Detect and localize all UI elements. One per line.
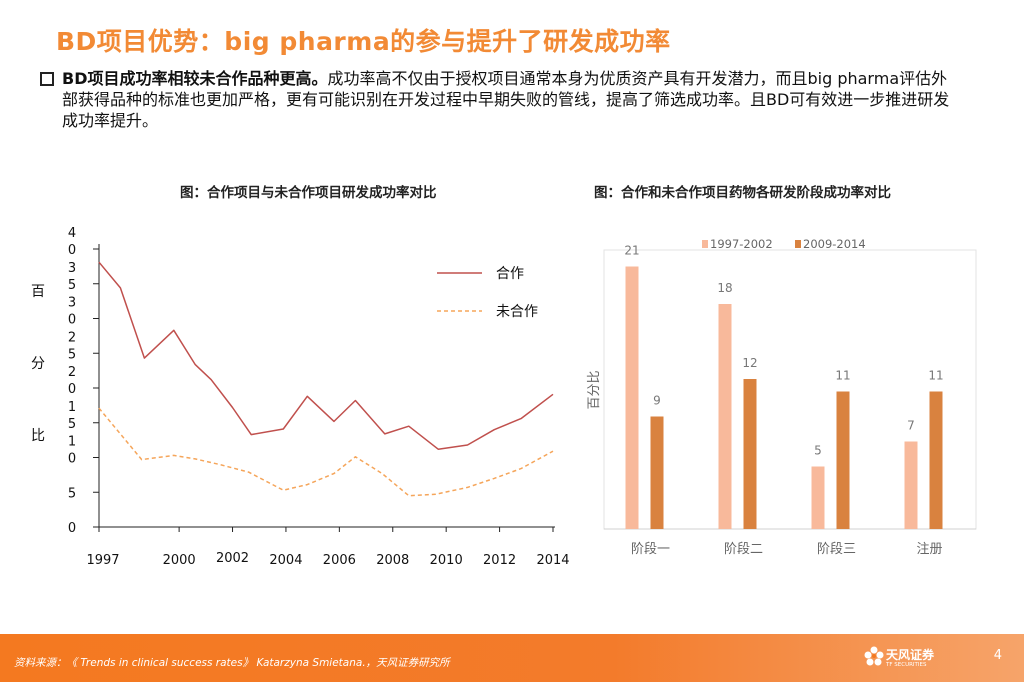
- legend-label: 未合作: [496, 304, 538, 320]
- logo-text: 天风证券: [886, 648, 935, 662]
- footer-bar: 资料来源：《 Trends in clinical success rates》…: [0, 634, 1024, 682]
- y-tick-label: 0: [68, 521, 76, 536]
- y-tick-label: 0: [68, 243, 76, 258]
- y-tick-label: 5: [68, 486, 76, 501]
- x-tick-label: 2002: [216, 551, 249, 566]
- bar-chart-title: 图：合作和未合作项目药物各研发阶段成功率对比: [594, 185, 891, 201]
- bar-value-label: 12: [742, 356, 757, 370]
- bar: [836, 391, 850, 529]
- y-axis-label-char: 百: [31, 284, 45, 300]
- series-line-non-partnered: [98, 407, 554, 497]
- y-tick-label: 4: [68, 226, 76, 241]
- bar: [929, 391, 943, 529]
- square-bullet-icon: [40, 72, 54, 86]
- x-tick-label: 2008: [376, 553, 409, 568]
- bar-value-label: 5: [814, 444, 822, 458]
- category-label: 阶段三: [817, 542, 856, 557]
- y-axis-label: 百分比: [587, 370, 602, 409]
- bar: [743, 379, 757, 529]
- legend-label: 合作: [496, 266, 524, 282]
- category-label: 注册: [916, 542, 942, 557]
- bullet-point: BD项目成功率相较未合作品种更高。成功率高不仅由于授权项目通常本身为优质资产具有…: [40, 68, 960, 131]
- logo-subtext: TF SECURITIES: [886, 662, 927, 668]
- bar-chart: 阶段一 21 9 阶段二 18 12 阶段三 5 11 注册 7 11 1997-2002 2009-20…: [587, 237, 977, 557]
- legend-swatch: [795, 240, 801, 248]
- y-tick-label: 2: [68, 330, 76, 345]
- x-tick-label: 2000: [163, 553, 196, 568]
- x-tick-label: 2006: [323, 553, 356, 568]
- y-tick-label: 5: [68, 347, 76, 362]
- bar-value-label: 9: [653, 394, 661, 408]
- y-tick-label: 0: [68, 313, 76, 328]
- y-axis-label-char: 分: [31, 356, 45, 372]
- y-tick-label: 5: [68, 417, 76, 432]
- bar: [811, 466, 825, 529]
- y-tick-label: 3: [68, 296, 76, 311]
- bar: [904, 441, 918, 529]
- y-tick-label: 0: [68, 382, 76, 397]
- category-label: 阶段一: [631, 542, 670, 557]
- y-tick-label: 1: [68, 400, 76, 415]
- bullet-body: 成功率高不仅由于授权项目通常本身为优质资产具有开发潜力，而且big pharma…: [62, 69, 950, 130]
- y-tick-label: 1: [68, 435, 76, 450]
- bar-value-label: 7: [907, 419, 915, 433]
- y-axis-label-char: 比: [31, 428, 45, 444]
- category-label: 阶段二: [724, 542, 763, 557]
- bar: [718, 304, 732, 529]
- line-chart-title: 图：合作项目与未合作项目研发成功率对比: [180, 185, 437, 201]
- x-tick-label: 2004: [269, 553, 302, 568]
- bar-value-label: 11: [928, 369, 943, 383]
- bar: [650, 416, 664, 529]
- page-number: 4: [993, 648, 1002, 663]
- y-tick-label: 3: [68, 261, 76, 276]
- y-tick-label: 5: [68, 278, 76, 293]
- x-tick-label: 2014: [536, 553, 569, 568]
- x-tick-label: 1997: [86, 553, 119, 568]
- slide-title: BD项目优势：big pharma的参与提升了研发成功率: [56, 27, 671, 56]
- company-logo: 天风证券 TF SECURITIES: [864, 644, 954, 674]
- y-tick-label: 2: [68, 365, 76, 380]
- series-line-partnered: [98, 261, 554, 450]
- bullet-text: BD项目成功率相较未合作品种更高。成功率高不仅由于授权项目通常本身为优质资产具有…: [62, 68, 960, 131]
- bar: [625, 266, 639, 529]
- legend-swatch: [702, 240, 708, 248]
- legend-label: 1997-2002: [710, 237, 773, 251]
- x-tick-label: 2012: [483, 553, 516, 568]
- flower-logo-icon: [864, 646, 884, 666]
- bullet-lead: BD项目成功率相较未合作品种更高。: [62, 69, 328, 88]
- bar-value-label: 21: [624, 244, 639, 258]
- bar-value-label: 11: [835, 369, 850, 383]
- x-tick-label: 2010: [430, 553, 463, 568]
- source-note: 资料来源：《 Trends in clinical success rates》…: [14, 657, 450, 669]
- legend-label: 2009-2014: [803, 237, 866, 251]
- y-tick-label: 0: [68, 452, 76, 467]
- bar-value-label: 18: [717, 281, 732, 295]
